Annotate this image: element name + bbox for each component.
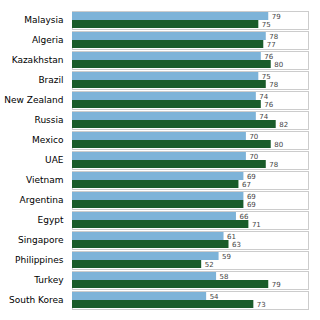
svg-text:Egypt: Egypt [38, 215, 64, 225]
svg-text:74: 74 [259, 113, 268, 121]
svg-text:Kazakhstan: Kazakhstan [12, 55, 64, 65]
svg-text:76: 76 [264, 53, 273, 61]
svg-text:52: 52 [205, 261, 214, 269]
svg-text:69: 69 [247, 173, 256, 181]
svg-text:Mexico: Mexico [32, 135, 64, 145]
svg-text:Vietnam: Vietnam [26, 175, 64, 185]
svg-text:79: 79 [272, 281, 281, 289]
svg-text:78: 78 [269, 81, 278, 89]
svg-text:Russia: Russia [35, 115, 64, 125]
svg-text:UAE: UAE [45, 155, 64, 165]
svg-text:69: 69 [247, 201, 256, 209]
svg-text:61: 61 [227, 233, 236, 241]
svg-text:73: 73 [257, 301, 266, 309]
svg-text:59: 59 [222, 253, 231, 261]
svg-text:69: 69 [247, 193, 256, 201]
svg-text:63: 63 [232, 241, 241, 249]
svg-text:Singapore: Singapore [18, 235, 64, 245]
svg-text:Philippines: Philippines [15, 255, 64, 265]
svg-text:75: 75 [262, 21, 271, 29]
svg-text:82: 82 [279, 121, 288, 129]
svg-text:67: 67 [242, 181, 251, 189]
svg-text:79: 79 [272, 13, 281, 21]
svg-text:South Korea: South Korea [9, 295, 64, 305]
svg-text:78: 78 [269, 33, 278, 41]
svg-text:Brazil: Brazil [38, 75, 63, 85]
svg-text:77: 77 [267, 41, 276, 49]
svg-text:Argentina: Argentina [20, 195, 64, 205]
svg-text:Malaysia: Malaysia [24, 15, 63, 25]
svg-text:70: 70 [249, 153, 258, 161]
svg-text:80: 80 [274, 141, 283, 149]
svg-text:70: 70 [249, 133, 258, 141]
svg-text:75: 75 [262, 73, 271, 81]
svg-text:80: 80 [274, 61, 283, 69]
svg-text:Turkey: Turkey [33, 275, 64, 285]
svg-text:76: 76 [264, 101, 273, 109]
svg-text:74: 74 [259, 93, 268, 101]
svg-text:54: 54 [210, 293, 219, 301]
svg-text:58: 58 [220, 273, 229, 281]
svg-text:Algeria: Algeria [32, 35, 64, 45]
svg-text:78: 78 [269, 161, 278, 169]
svg-text:New Zealand: New Zealand [4, 95, 63, 105]
svg-text:71: 71 [252, 221, 261, 229]
svg-text:66: 66 [239, 213, 248, 221]
